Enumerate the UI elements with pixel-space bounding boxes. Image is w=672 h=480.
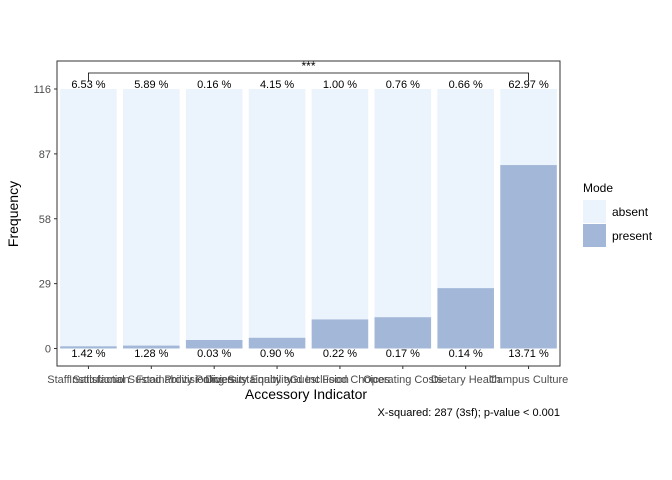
top-percent-label: 62.97 %: [508, 79, 549, 91]
bottom-percent-label: 1.28 %: [134, 348, 168, 360]
x-tick-label: Staff Satisfaction: [47, 374, 129, 386]
bar-present: [437, 288, 494, 349]
stats-caption: X-squared: 287 (3sf); p-value < 0.001: [377, 407, 560, 419]
bottom-percent-label: 0.22 %: [323, 348, 357, 360]
significance-bracket: [88, 72, 529, 81]
top-percent-label: 5.89 %: [134, 79, 168, 91]
bottom-percent-label: 0.14 %: [449, 348, 483, 360]
top-percent-label: 6.53 %: [71, 79, 105, 91]
bar-present: [185, 339, 243, 349]
x-tick-label: Diversity Equity and Inclusion: [205, 374, 349, 386]
legend: Mode absent present: [583, 181, 653, 247]
bar-absent: [248, 89, 306, 338]
legend-label-absent: absent: [612, 205, 649, 219]
legend-swatch-absent: [583, 200, 606, 223]
x-tick-label: Campus Culture: [489, 374, 568, 386]
bottom-percent-label: 0.17 %: [386, 348, 420, 360]
top-percent-label: 1.00 %: [323, 79, 357, 91]
y-tick-label: 29: [39, 279, 51, 291]
x-tick-label: Institutional Sustainability Policies: [69, 374, 234, 386]
x-tick-label: Operating Costs: [363, 374, 443, 386]
bar-present: [60, 346, 117, 349]
legend-label-present: present: [612, 229, 653, 243]
legend-title: Mode: [583, 181, 613, 195]
bar-absent: [123, 89, 180, 346]
bar-absent: [311, 89, 369, 320]
bar-absent: [374, 89, 432, 318]
y-tick-label: 87: [39, 149, 51, 161]
bar-absent: [185, 89, 243, 340]
x-tick-label: Guest Food Choices: [290, 374, 391, 386]
y-axis: 0 29 58 87 116: [33, 84, 57, 356]
bars-group: [60, 89, 557, 349]
bar-present: [123, 345, 180, 349]
annotations-group: 6.53 % 1.42 % 5.89 % 1.28 % 0.16 % 0.03 % 4.15…: [71, 59, 549, 360]
y-tick-label: 0: [45, 344, 51, 356]
top-percent-label: 0.66 %: [449, 79, 483, 91]
bar-absent: [60, 89, 117, 347]
bar-absent: [500, 89, 557, 166]
top-percent-label: 0.16 %: [197, 79, 231, 91]
significance-stars: ***: [301, 59, 315, 73]
x-axis-title: Accessory Indicator: [245, 386, 367, 402]
bar-present: [500, 165, 557, 349]
legend-swatch-present: [583, 224, 606, 247]
y-axis-title: Frequency: [5, 181, 21, 247]
x-tick-label: Food Provisioning Sustainability: [136, 374, 292, 386]
bar-present: [311, 319, 369, 349]
bottom-percent-label: 0.03 %: [197, 348, 231, 360]
bottom-percent-label: 1.42 %: [71, 348, 105, 360]
top-percent-label: 0.76 %: [386, 79, 420, 91]
top-percent-label: 4.15 %: [260, 79, 294, 91]
bottom-percent-label: 13.71 %: [508, 348, 549, 360]
y-tick-label: 116: [33, 84, 51, 96]
x-tick-label: Dietary Health: [431, 374, 501, 386]
y-tick-label: 58: [39, 214, 51, 226]
bar-absent: [437, 89, 494, 289]
bar-present: [248, 337, 306, 349]
bar-present: [374, 317, 432, 349]
bottom-percent-label: 0.90 %: [260, 348, 294, 360]
